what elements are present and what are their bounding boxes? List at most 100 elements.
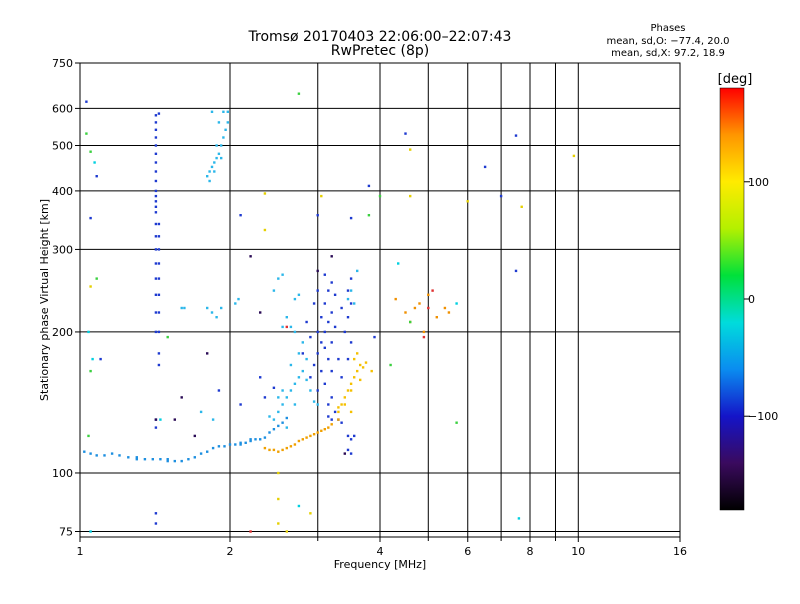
data-point <box>301 369 304 373</box>
data-point <box>173 459 176 463</box>
data-point <box>154 194 158 198</box>
data-point <box>349 277 353 280</box>
data-point <box>422 330 426 334</box>
data-point <box>281 448 284 452</box>
data-point <box>157 363 161 367</box>
data-point <box>154 512 158 515</box>
data-point <box>301 352 304 355</box>
data-point <box>272 418 276 421</box>
data-point <box>320 429 323 432</box>
data-point <box>293 403 297 406</box>
chart-subtitle: RwPretec (8p) <box>331 43 429 59</box>
data-point <box>277 522 280 525</box>
colorbar-tick-label: −100 <box>748 410 778 423</box>
x-tick-label: 2 <box>227 545 234 558</box>
data-point <box>154 330 158 334</box>
data-point <box>89 530 92 533</box>
data-point <box>213 161 216 164</box>
data-point <box>277 424 280 428</box>
data-point <box>413 306 417 310</box>
data-point <box>223 445 226 448</box>
data-point <box>159 458 162 461</box>
data-point <box>226 110 229 113</box>
data-point <box>234 443 237 446</box>
y-tick-label: 750 <box>52 57 73 70</box>
x-axis-label: Frequency [MHz] <box>334 558 426 571</box>
data-point <box>154 211 158 214</box>
data-point <box>356 352 359 355</box>
data-point <box>455 421 458 424</box>
data-point <box>249 438 252 441</box>
data-point <box>305 378 308 382</box>
data-point <box>263 446 267 450</box>
data-point <box>297 504 301 508</box>
data-point <box>330 281 333 284</box>
data-point <box>154 170 158 173</box>
data-point <box>349 341 353 344</box>
data-point <box>157 311 161 314</box>
data-point <box>87 330 90 334</box>
data-point <box>187 458 190 461</box>
data-point <box>316 389 319 392</box>
data-point <box>327 289 330 292</box>
data-point <box>343 403 346 406</box>
data-point <box>272 428 276 431</box>
data-point <box>337 406 340 409</box>
data-point <box>514 134 518 137</box>
data-point <box>389 363 392 367</box>
data-point <box>222 136 225 139</box>
data-point <box>95 277 98 280</box>
data-point <box>211 418 215 421</box>
colorbar-tick-label: 0 <box>748 293 755 306</box>
data-point <box>330 423 333 426</box>
data-point <box>154 426 158 429</box>
data-point <box>289 325 293 329</box>
y-tick-label: 300 <box>52 243 73 256</box>
data-point <box>285 416 288 420</box>
data-point <box>222 110 225 113</box>
data-point <box>394 297 397 301</box>
data-point <box>89 150 92 153</box>
data-point <box>346 357 350 361</box>
y-tick-label: 100 <box>52 467 73 480</box>
data-point <box>239 441 242 444</box>
data-point <box>293 297 297 301</box>
data-point <box>213 170 216 173</box>
data-point <box>330 311 333 314</box>
data-point <box>349 438 353 441</box>
data-point <box>154 189 158 193</box>
data-point <box>263 228 267 232</box>
data-point <box>343 330 346 334</box>
data-point <box>89 285 92 288</box>
data-point <box>272 289 276 292</box>
data-point <box>327 403 330 406</box>
data-point <box>312 302 316 305</box>
data-point <box>297 92 301 95</box>
data-point <box>210 165 214 169</box>
data-point <box>409 148 412 151</box>
data-point <box>154 277 158 280</box>
data-point <box>157 262 161 265</box>
data-point <box>154 128 158 131</box>
data-point <box>367 214 371 217</box>
data-point <box>514 269 518 273</box>
data-point <box>277 497 280 501</box>
data-point <box>110 452 114 455</box>
data-point <box>349 302 353 305</box>
data-point <box>154 235 158 238</box>
data-point <box>349 216 353 220</box>
data-point <box>320 369 323 373</box>
stats-line-o: mean, sd,O: −77.4, 20.0 <box>607 36 730 47</box>
data-point <box>327 357 330 361</box>
data-point <box>346 434 350 438</box>
data-point <box>281 403 284 406</box>
data-point <box>330 255 333 258</box>
data-point <box>166 335 169 339</box>
data-point <box>340 306 343 310</box>
data-point <box>157 222 161 226</box>
data-point <box>220 156 223 160</box>
data-point <box>337 418 340 421</box>
data-point <box>330 396 333 399</box>
data-point <box>154 293 158 296</box>
colorbar-ticks: 100 0 −100 <box>744 176 778 423</box>
